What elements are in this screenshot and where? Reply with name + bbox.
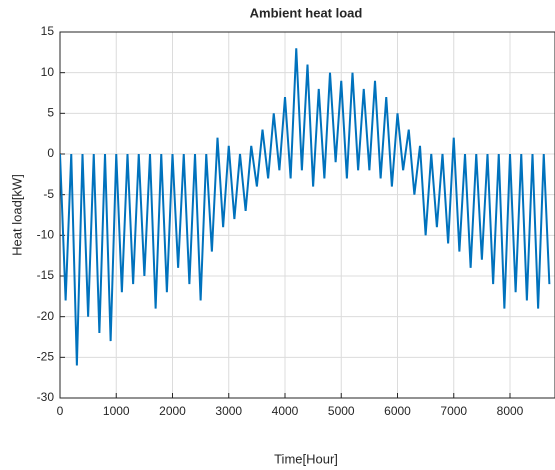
y-tick-label: 5 — [47, 106, 54, 120]
y-tick-label: 15 — [41, 24, 55, 38]
data-line — [60, 48, 551, 366]
y-tick-label: -25 — [37, 350, 55, 364]
y-axis-label: Heat load[kW] — [9, 174, 24, 256]
x-tick-label: 5000 — [328, 404, 355, 418]
y-tick-label: -15 — [37, 268, 55, 282]
x-tick-label: 1000 — [103, 404, 130, 418]
x-tick-label: 0 — [57, 404, 64, 418]
x-tick-label: 7000 — [440, 404, 467, 418]
chart-title: Ambient heat load — [250, 5, 363, 20]
plot-frame — [59, 31, 555, 399]
x-tick-label: 8000 — [497, 404, 524, 418]
x-tick-label: 3000 — [215, 404, 242, 418]
y-tick-label: 10 — [41, 65, 55, 79]
y-tick-label: 0 — [47, 146, 54, 160]
y-tick-label: -5 — [43, 187, 54, 201]
x-tick-label: 2000 — [159, 404, 186, 418]
y-tick-label: -10 — [37, 228, 55, 242]
y-tick-label: -20 — [37, 309, 55, 323]
x-axis-label: Time[Hour] — [274, 451, 338, 466]
x-tick-label: 6000 — [384, 404, 411, 418]
y-tick-label: -30 — [37, 390, 55, 404]
x-tick-label: 4000 — [272, 404, 299, 418]
